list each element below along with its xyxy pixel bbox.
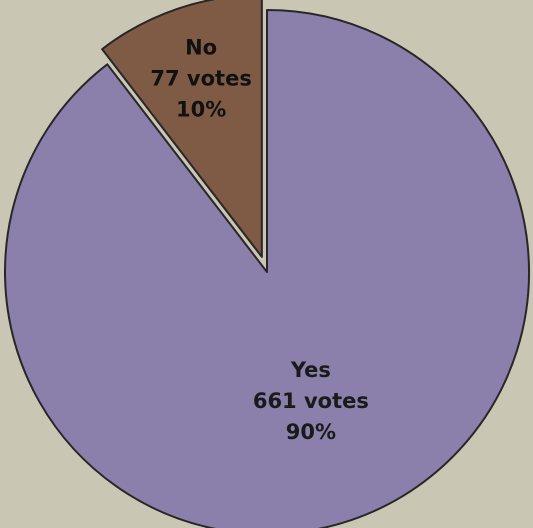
pie-labels: Yes 661 votes 90% No 77 votes 10% [150,35,368,444]
slice-votes-no: 77 votes [150,66,251,90]
slice-label-no: No [185,35,217,59]
pie-slice-no [101,0,263,258]
pie-slices [4,0,530,528]
slice-percent-no: 10% [176,97,226,121]
slice-percent-yes: 90% [286,420,336,444]
pie-slice-yes [4,9,530,528]
slice-label-yes: Yes [290,358,331,382]
slice-votes-yes: 661 votes [253,389,369,413]
